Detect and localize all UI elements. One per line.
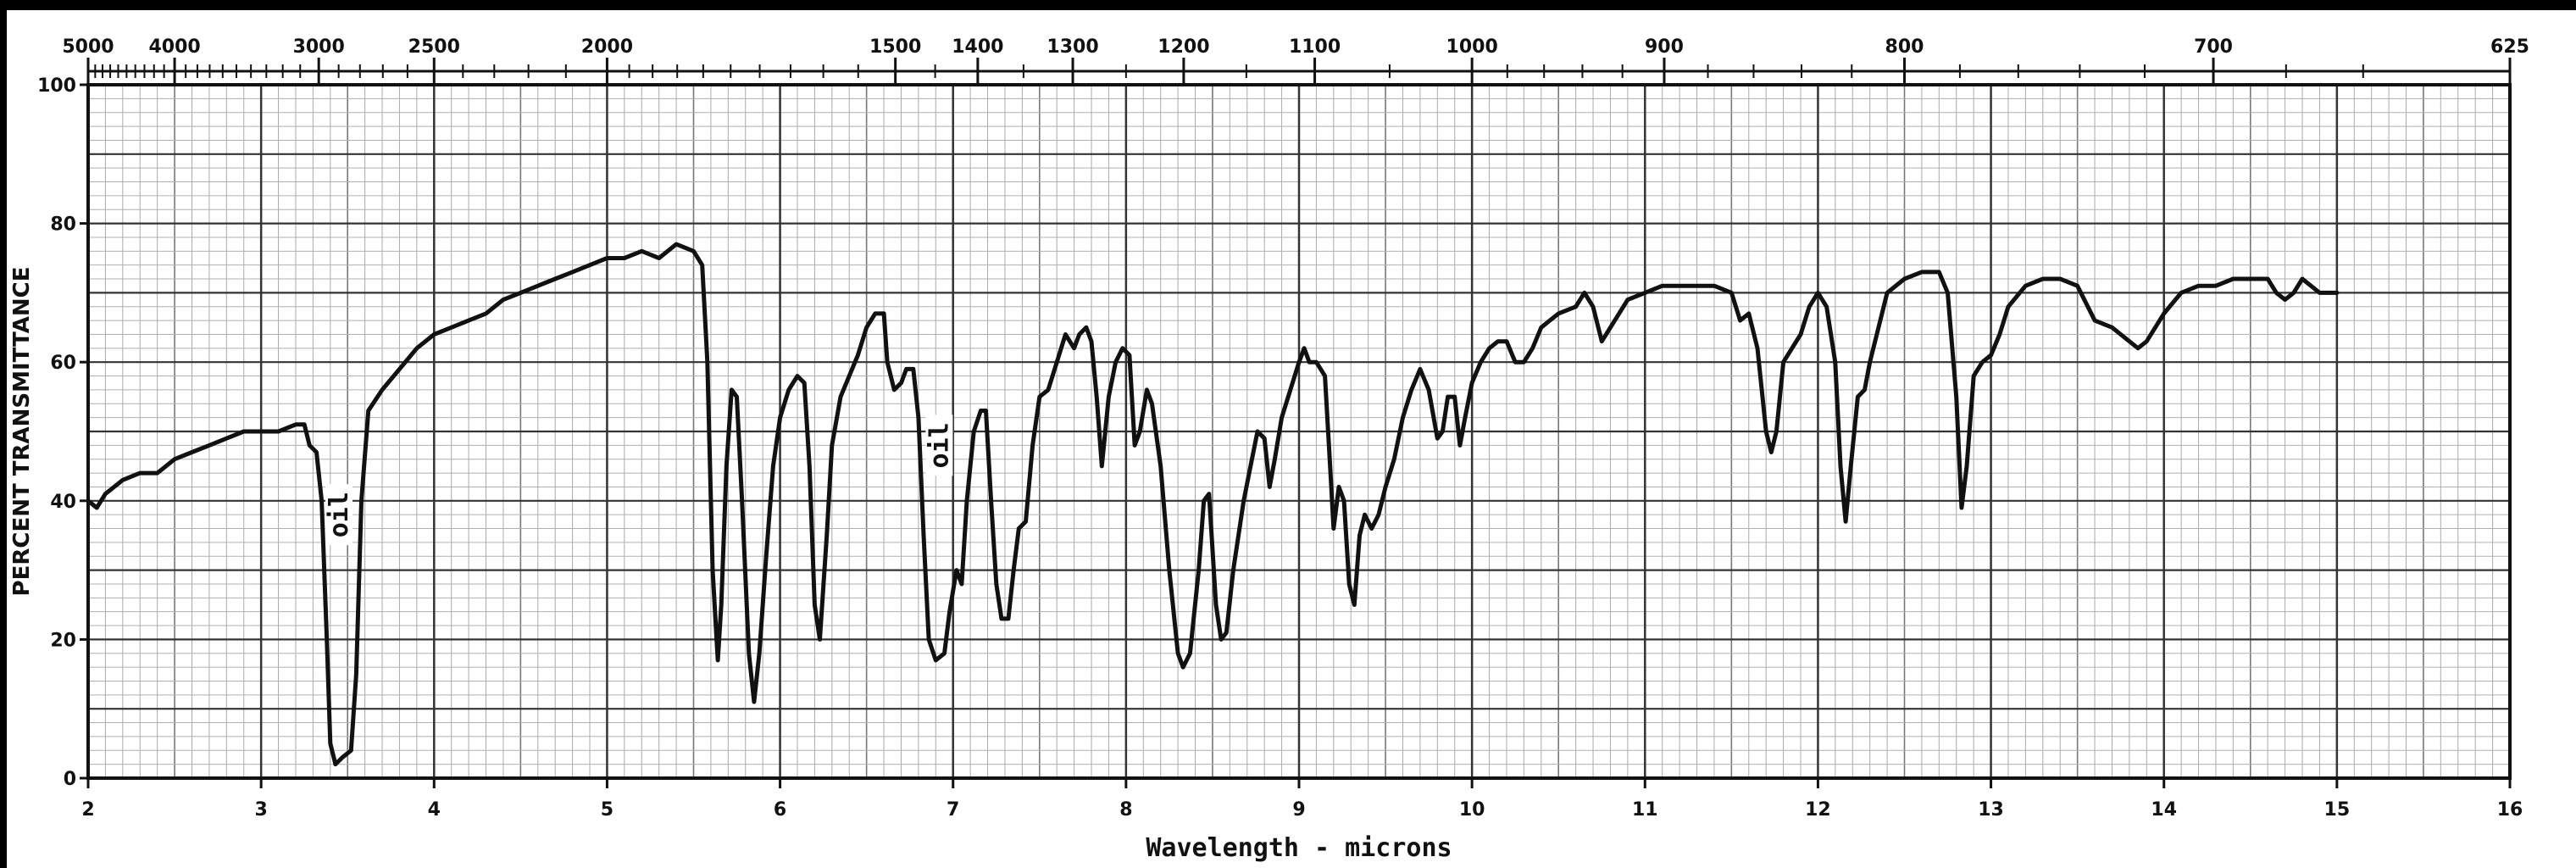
top-tick-label: 2500 [408,36,460,58]
x-tick-label: 4 [428,799,441,821]
annotation-oil: oil [325,492,354,537]
top-border [0,0,2576,10]
x-tick-label: 5 [601,799,613,821]
y-tick-label: 100 [37,75,76,97]
x-tick-label: 12 [1805,799,1831,821]
x-tick-label: 6 [774,799,786,821]
top-tick-label: 700 [2194,36,2233,58]
y-tick-label: 40 [50,492,76,513]
annotation-oil: oil [924,422,954,468]
top-tick-label: 3000 [293,36,345,58]
y-tick-label: 60 [50,353,76,374]
x-tick-label: 10 [1459,799,1485,821]
top-tick-label: 1100 [1289,36,1341,58]
top-tick-label: 1500 [869,36,921,58]
top-tick-label: 2000 [581,36,633,58]
x-tick-label: 2 [81,799,94,821]
y-axis-ticks: 0 20 40 60 80 100 [37,75,88,790]
top-tick-label: 1000 [1446,36,1498,58]
left-border [0,0,7,868]
y-axis-title: PERCENT TRANSMITTANCE [9,267,35,597]
x-tick-label: 9 [1292,799,1305,821]
x-tick-label: 13 [1978,799,2004,821]
x-axis-ticks: 2 3 4 5 6 7 8 9 10 11 12 13 14 15 16 [81,778,2523,821]
x-tick-label: 8 [1119,799,1132,821]
top-tick-label: 625 [2490,36,2529,58]
top-tick-label: 1300 [1046,36,1098,58]
x-tick-label: 16 [2497,799,2523,821]
top-tick-label: 1400 [952,36,1003,58]
top-tick-label: 4000 [148,36,200,58]
y-tick-label: 20 [50,630,76,651]
x-axis-title: Wavelength - microns [1146,833,1452,863]
top-tick-label: 5000 [62,36,114,58]
x-tick-label: 3 [254,799,267,821]
x-tick-label: 14 [2151,799,2177,821]
top-tick-label: 1200 [1158,36,1209,58]
top-wavenumber-axis: 5000 4000 3000 2500 2000 1500 1400 1300 1200 1100… [62,36,2529,85]
x-tick-label: 7 [947,799,959,821]
top-tick-label: 900 [1645,36,1684,58]
major-gridlines [86,83,2512,780]
y-tick-label: 80 [50,214,76,236]
top-tick-label: 800 [1885,36,1924,58]
annotations: oil oil [325,415,954,546]
y-tick-label: 0 [64,769,76,790]
annotation-bg [925,415,953,476]
x-tick-label: 15 [2324,799,2351,821]
x-tick-label: 11 [1632,799,1658,821]
annotation-bg [325,484,353,546]
series-line [86,242,2340,767]
